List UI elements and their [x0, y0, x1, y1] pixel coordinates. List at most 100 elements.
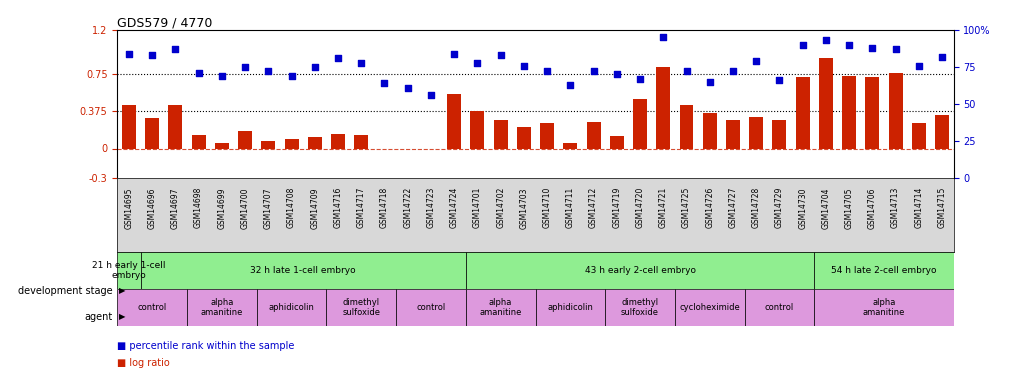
Text: GSM14723: GSM14723: [426, 187, 435, 228]
Text: ■ percentile rank within the sample: ■ percentile rank within the sample: [117, 340, 294, 351]
Text: ■ log ratio: ■ log ratio: [117, 357, 170, 368]
Bar: [215, 142, 228, 148]
Bar: [540, 123, 553, 148]
Bar: [446, 94, 461, 148]
Text: GSM14722: GSM14722: [403, 187, 412, 228]
Bar: [888, 74, 902, 148]
Text: control: control: [138, 303, 167, 312]
Bar: [934, 115, 948, 148]
Text: aphidicolin: aphidicolin: [268, 303, 314, 312]
Bar: [655, 66, 669, 148]
Bar: [466, 252, 813, 289]
Text: 54 h late 2-cell embryo: 54 h late 2-cell embryo: [830, 266, 935, 275]
Text: GSM14704: GSM14704: [820, 187, 829, 228]
Bar: [771, 120, 786, 148]
Text: GSM14699: GSM14699: [217, 187, 226, 228]
Text: GSM14706: GSM14706: [867, 187, 876, 228]
Point: [283, 73, 300, 79]
Text: GSM14697: GSM14697: [171, 187, 179, 228]
Bar: [679, 105, 693, 148]
Text: GSM14703: GSM14703: [519, 187, 528, 228]
Point: [910, 63, 926, 69]
Text: GSM14716: GSM14716: [333, 187, 342, 228]
Text: GSM14727: GSM14727: [728, 187, 737, 228]
Point: [492, 52, 508, 58]
Bar: [395, 289, 466, 326]
Text: 21 h early 1-cell
embryo: 21 h early 1-cell embryo: [92, 261, 165, 280]
Bar: [168, 105, 182, 148]
Bar: [237, 131, 252, 148]
Text: GSM14719: GSM14719: [611, 187, 621, 228]
Text: GSM14712: GSM14712: [589, 187, 597, 228]
Text: GSM14701: GSM14701: [473, 187, 481, 228]
Text: GSM14717: GSM14717: [357, 187, 366, 228]
Bar: [117, 252, 141, 289]
Bar: [702, 113, 716, 148]
Point: [585, 69, 601, 75]
Point: [725, 69, 741, 75]
Point: [817, 38, 834, 44]
Text: GSM14702: GSM14702: [495, 187, 504, 228]
Bar: [257, 289, 326, 326]
Text: cycloheximide: cycloheximide: [679, 303, 740, 312]
Text: GSM14725: GSM14725: [682, 187, 690, 228]
Text: GSM14709: GSM14709: [310, 187, 319, 228]
Point: [701, 79, 717, 85]
Point: [445, 51, 462, 57]
Bar: [326, 289, 395, 326]
Text: GSM14710: GSM14710: [542, 187, 551, 228]
Bar: [864, 77, 878, 148]
Text: GSM14718: GSM14718: [380, 187, 388, 228]
Text: GSM14728: GSM14728: [751, 187, 760, 228]
Bar: [911, 123, 925, 148]
Text: aphidicolin: aphidicolin: [547, 303, 593, 312]
Bar: [493, 120, 507, 148]
Text: GSM14700: GSM14700: [240, 187, 250, 228]
Bar: [818, 58, 833, 148]
Text: development stage: development stage: [17, 286, 112, 296]
Point: [538, 69, 554, 75]
Bar: [354, 135, 368, 148]
Bar: [744, 289, 813, 326]
Point: [469, 60, 485, 66]
Text: GSM14705: GSM14705: [844, 187, 853, 228]
Bar: [586, 122, 600, 148]
Point: [794, 42, 810, 48]
Text: ▶: ▶: [119, 312, 125, 321]
Bar: [535, 289, 604, 326]
Bar: [517, 127, 530, 148]
Text: GDS579 / 4770: GDS579 / 4770: [117, 17, 213, 30]
Point: [654, 34, 671, 40]
Text: control: control: [764, 303, 794, 312]
Text: alpha
amanitine: alpha amanitine: [479, 298, 522, 317]
Bar: [609, 136, 624, 148]
Text: dimethyl
sulfoxide: dimethyl sulfoxide: [621, 298, 658, 317]
Bar: [466, 289, 535, 326]
Bar: [377, 148, 391, 150]
Bar: [122, 105, 136, 148]
Point: [608, 71, 625, 78]
Text: GSM14713: GSM14713: [891, 187, 899, 228]
Point: [329, 55, 345, 61]
Bar: [470, 111, 484, 148]
Bar: [813, 252, 953, 289]
Bar: [604, 289, 675, 326]
Bar: [675, 289, 744, 326]
Text: GSM14715: GSM14715: [936, 187, 946, 228]
Point: [747, 58, 763, 64]
Bar: [261, 141, 275, 148]
Text: dimethyl
sulfoxide: dimethyl sulfoxide: [342, 298, 380, 317]
Point: [423, 92, 439, 98]
Bar: [145, 118, 159, 148]
Bar: [795, 77, 809, 148]
Point: [191, 70, 207, 76]
Bar: [192, 135, 206, 148]
Bar: [726, 120, 739, 148]
Text: alpha
amanitine: alpha amanitine: [201, 298, 243, 317]
Bar: [633, 99, 646, 148]
Point: [307, 64, 323, 70]
Point: [144, 52, 160, 58]
Text: agent: agent: [84, 312, 112, 322]
Text: GSM14707: GSM14707: [264, 187, 272, 228]
Bar: [749, 117, 762, 148]
